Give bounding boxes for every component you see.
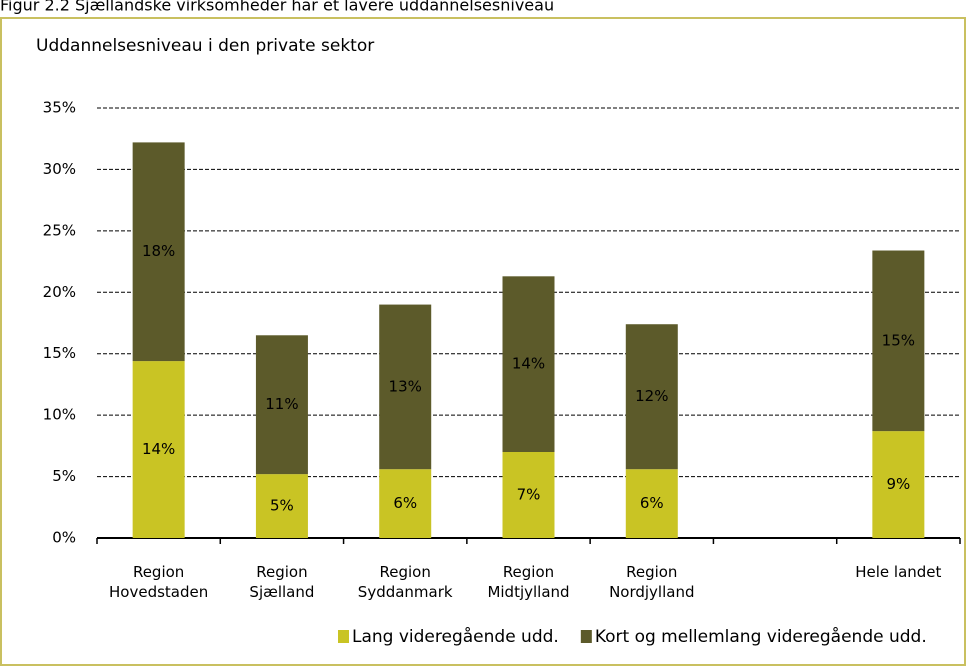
figure-title: Figur 2.2 Sjællandske virksomheder har e… bbox=[0, 0, 554, 15]
bar-segment bbox=[255, 474, 308, 538]
data-label: 15% bbox=[882, 331, 915, 349]
data-label: 6% bbox=[640, 494, 664, 512]
data-label: 9% bbox=[886, 475, 910, 493]
data-label: 13% bbox=[389, 377, 422, 395]
bar-segment bbox=[625, 324, 678, 470]
bar-segment bbox=[502, 276, 555, 452]
bar-segment bbox=[872, 431, 925, 538]
data-label: 11% bbox=[265, 395, 298, 413]
y-tick-label: 10% bbox=[43, 406, 76, 424]
data-label: 7% bbox=[517, 486, 541, 504]
y-tick-label: 0% bbox=[52, 529, 76, 547]
y-tick-label: 15% bbox=[43, 344, 76, 362]
x-tick-label: Region Nordjylland bbox=[609, 563, 695, 601]
bar-segment bbox=[132, 142, 185, 362]
bar-segment bbox=[502, 452, 555, 538]
legend-label: Kort og mellemlang videregående udd. bbox=[595, 626, 927, 647]
bar-segment bbox=[132, 361, 185, 538]
chart-title: Uddannelsesniveau i den private sektor bbox=[36, 36, 374, 56]
data-label: 5% bbox=[270, 497, 294, 515]
y-tick-label: 5% bbox=[52, 467, 76, 485]
y-tick-label: 35% bbox=[43, 99, 76, 117]
data-label: 14% bbox=[142, 440, 175, 458]
data-label: 12% bbox=[635, 387, 668, 405]
bar-segment bbox=[255, 335, 308, 475]
bar-segment bbox=[872, 250, 925, 432]
bar-segment bbox=[379, 469, 432, 538]
y-tick-label: 25% bbox=[43, 221, 76, 239]
x-tick-label: Region Midtjylland bbox=[487, 563, 570, 601]
bar-segment bbox=[379, 304, 432, 470]
x-tick-label: Region Syddanmark bbox=[357, 563, 453, 601]
x-tick-label: Region Sjælland bbox=[249, 563, 315, 601]
y-tick-label: 30% bbox=[43, 160, 76, 178]
data-label: 18% bbox=[142, 242, 175, 260]
y-tick-label: 20% bbox=[43, 283, 76, 301]
bar-segment bbox=[625, 469, 678, 538]
x-tick-label: Hele landet bbox=[855, 563, 942, 581]
x-tick-label: Region Hovedstaden bbox=[109, 563, 209, 601]
legend-swatch bbox=[338, 630, 349, 643]
legend-swatch bbox=[580, 630, 592, 643]
data-label: 14% bbox=[512, 355, 545, 373]
data-label: 6% bbox=[393, 494, 417, 512]
legend-label: Lang videregående udd. bbox=[352, 626, 559, 647]
